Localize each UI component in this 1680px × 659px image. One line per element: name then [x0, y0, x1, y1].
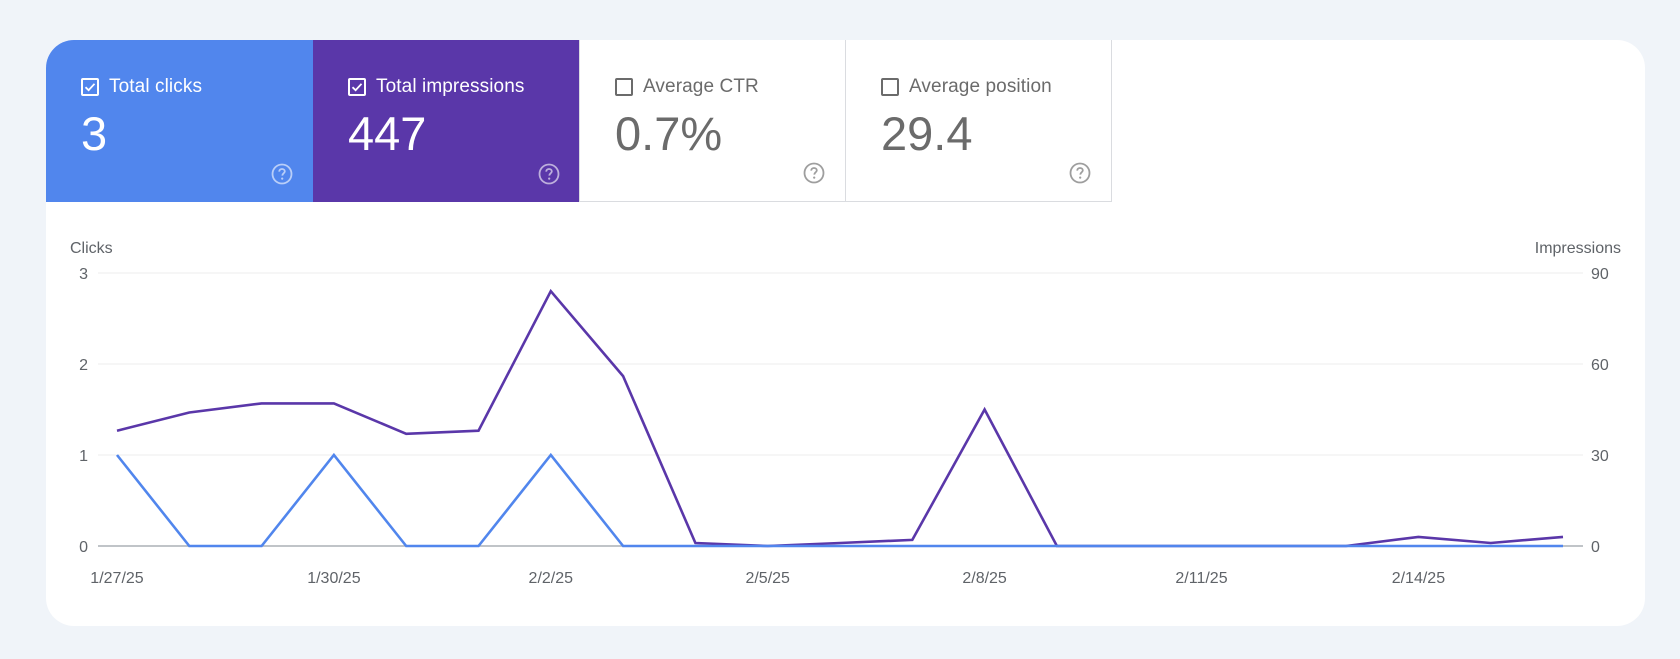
metric-label: Total clicks: [109, 76, 203, 97]
check-icon: [351, 83, 363, 92]
x-tick-label: 2/11/25: [1175, 570, 1227, 587]
left-axis-title: Clicks: [70, 240, 113, 257]
checkbox-unchecked-icon[interactable]: [881, 78, 899, 96]
metric-label: Total impressions: [376, 76, 525, 97]
x-tick-label: 2/5/25: [745, 570, 790, 587]
help-icon[interactable]: [803, 162, 825, 184]
metric-value: 447: [348, 107, 427, 160]
metric-average-ctr[interactable]: Average CTR 0.7%: [579, 40, 846, 202]
x-tick-label: 2/2/25: [529, 570, 574, 587]
left-tick-label: 3: [79, 266, 88, 283]
metric-total-impressions[interactable]: Total impressions 447: [313, 40, 580, 202]
metric-total-clicks[interactable]: Total clicks 3: [46, 40, 313, 202]
right-tick-label: 30: [1591, 448, 1609, 465]
metric-label-row: Average position: [881, 76, 1052, 98]
chart-series: [115, 288, 1564, 548]
impressions-line: [116, 288, 1564, 548]
x-tick-label: 1/27/25: [90, 570, 143, 587]
left-tick-label: 0: [79, 539, 88, 556]
grid-lines: [98, 272, 1583, 547]
right-tick-label: 60: [1591, 357, 1609, 374]
metric-label-row: Total clicks: [81, 76, 202, 98]
checkbox-checked-icon[interactable]: [348, 78, 366, 96]
checkbox-unchecked-icon[interactable]: [615, 78, 633, 96]
right-tick-label: 90: [1591, 266, 1609, 283]
metric-label-row: Total impressions: [348, 76, 524, 98]
x-tick-label: 2/14/25: [1392, 570, 1445, 587]
right-tick-label: 0: [1591, 539, 1600, 556]
help-icon[interactable]: [1069, 162, 1091, 184]
metric-value: 3: [81, 107, 108, 160]
x-tick-label: 2/8/25: [962, 570, 1007, 587]
metric-value: 29.4: [881, 107, 973, 160]
help-icon[interactable]: [271, 163, 293, 185]
metric-label-row: Average CTR: [615, 76, 759, 98]
help-icon[interactable]: [538, 163, 560, 185]
metric-value: 0.7%: [615, 107, 723, 160]
metric-tabs: Total clicks 3 Total impressions 447: [46, 40, 1112, 202]
left-tick-label: 2: [79, 357, 88, 374]
metric-label: Average position: [909, 76, 1052, 97]
metric-average-position[interactable]: Average position 29.4: [845, 40, 1112, 202]
clicks-line: [115, 452, 1563, 548]
check-icon: [84, 83, 96, 92]
right-axis-title: Impressions: [1535, 240, 1621, 257]
metric-label: Average CTR: [643, 76, 759, 97]
checkbox-checked-icon[interactable]: [81, 78, 99, 96]
x-tick-label: 1/30/25: [307, 570, 360, 587]
performance-card: Total clicks 3 Total impressions 447: [46, 40, 1645, 626]
left-tick-label: 1: [79, 448, 88, 465]
